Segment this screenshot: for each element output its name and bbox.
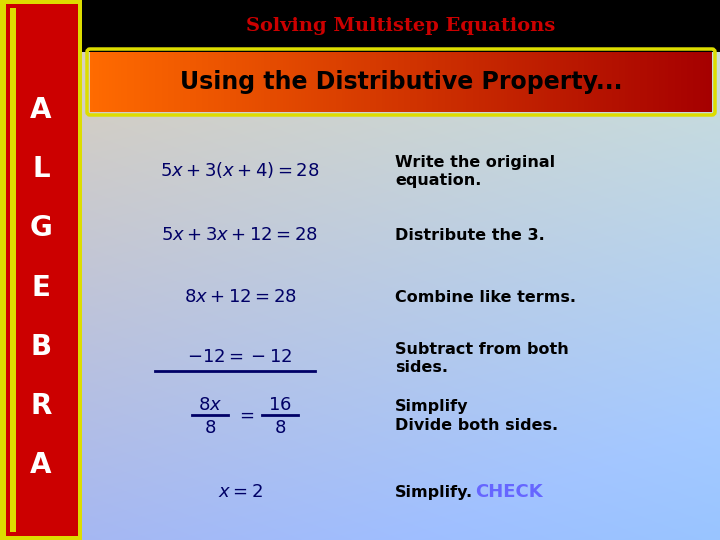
Text: Using the Distributive Property...: Using the Distributive Property... — [180, 70, 622, 94]
Text: Solving Multistep Equations: Solving Multistep Equations — [246, 17, 556, 35]
Text: Simplify.: Simplify. — [395, 484, 473, 500]
Text: B: B — [30, 333, 52, 361]
Bar — [82, 0, 720, 52]
Text: A: A — [30, 451, 52, 479]
Text: $16$: $16$ — [268, 396, 292, 414]
Text: G: G — [30, 214, 53, 242]
Text: $8$: $8$ — [274, 419, 286, 437]
Text: L: L — [32, 155, 50, 183]
Bar — [10, 8, 16, 532]
Text: Distribute the 3.: Distribute the 3. — [395, 227, 545, 242]
Text: $=$: $=$ — [235, 406, 254, 424]
Text: $x=2$: $x=2$ — [217, 483, 263, 501]
Bar — [6, 4, 78, 536]
Text: $-12=-12$: $-12=-12$ — [187, 348, 293, 366]
Text: $5x+3x+12=28$: $5x+3x+12=28$ — [161, 226, 318, 244]
Text: CHECK: CHECK — [475, 483, 543, 501]
Text: Simplify: Simplify — [395, 400, 469, 415]
Text: $8x+12=28$: $8x+12=28$ — [184, 288, 297, 306]
Text: R: R — [30, 392, 52, 420]
Text: $5x+3(x+4)=28$: $5x+3(x+4)=28$ — [160, 160, 320, 180]
Text: Combine like terms.: Combine like terms. — [395, 289, 576, 305]
Text: equation.: equation. — [395, 172, 482, 187]
Text: E: E — [32, 273, 50, 301]
Text: $8x$: $8x$ — [198, 396, 222, 414]
Text: Subtract from both: Subtract from both — [395, 341, 569, 356]
Text: sides.: sides. — [395, 360, 448, 375]
Text: A: A — [30, 96, 52, 124]
Text: Divide both sides.: Divide both sides. — [395, 417, 558, 433]
Text: Write the original: Write the original — [395, 154, 555, 170]
Text: $8$: $8$ — [204, 419, 216, 437]
Bar — [0, 0, 82, 540]
Bar — [16, 8, 76, 532]
